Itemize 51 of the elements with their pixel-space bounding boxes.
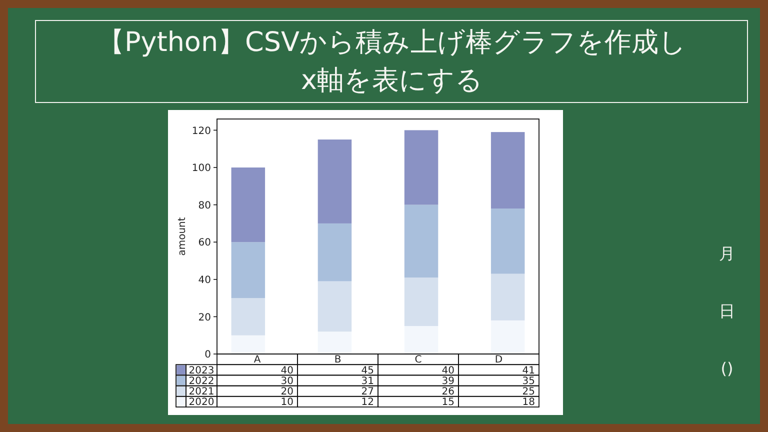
y-axis-title: amount	[177, 217, 188, 256]
bar	[231, 298, 266, 336]
data-label: 26	[442, 386, 454, 398]
bar	[490, 208, 525, 274]
data-label: 40	[442, 365, 454, 376]
y-tick-label: 80	[198, 200, 211, 212]
bar	[404, 278, 438, 326]
bar	[231, 335, 266, 354]
y-tick-label: 100	[192, 163, 211, 174]
x-tick-label: A	[254, 354, 261, 366]
bar	[490, 132, 525, 209]
data-label: 41	[522, 365, 535, 376]
bar	[490, 320, 525, 354]
legend-label: 2021	[188, 386, 214, 398]
data-label: 39	[442, 376, 454, 387]
bar	[318, 223, 352, 282]
bar	[318, 332, 352, 354]
data-label: 12	[361, 397, 374, 408]
bar	[231, 242, 266, 298]
text: 月	[719, 244, 735, 263]
y-tick-label: 60	[198, 238, 211, 249]
data-label: 40	[280, 365, 294, 376]
y-tick-label: 20	[198, 312, 211, 324]
legend-label: 2020	[188, 397, 214, 408]
x-tick-label: C	[414, 354, 422, 366]
data-label: 18	[522, 397, 535, 408]
data-label: 20	[280, 386, 294, 398]
bar	[404, 204, 438, 278]
bar	[318, 140, 352, 224]
bar	[404, 326, 438, 354]
data-label: 10	[280, 397, 294, 408]
legend-label: 2023	[188, 365, 214, 376]
x-tick-label: B	[334, 354, 342, 366]
x-tick-label: D	[494, 354, 503, 366]
y-tick-label: 120	[192, 126, 211, 137]
text: 日	[719, 302, 735, 320]
legend-label: 2022	[188, 376, 214, 387]
bar	[404, 130, 438, 205]
bar	[231, 167, 266, 242]
data-label: 31	[361, 376, 374, 387]
text: ()	[720, 359, 734, 378]
y-tick-label: 40	[198, 274, 211, 286]
bar	[318, 281, 352, 332]
bar	[490, 274, 525, 320]
data-label: 45	[361, 365, 374, 376]
data-label: 30	[280, 376, 294, 387]
data-label: 25	[522, 386, 535, 398]
data-label: 15	[442, 397, 454, 408]
data-label: 35	[522, 376, 535, 387]
y-tick-label: 0	[204, 350, 211, 361]
data-label: 27	[361, 386, 374, 398]
